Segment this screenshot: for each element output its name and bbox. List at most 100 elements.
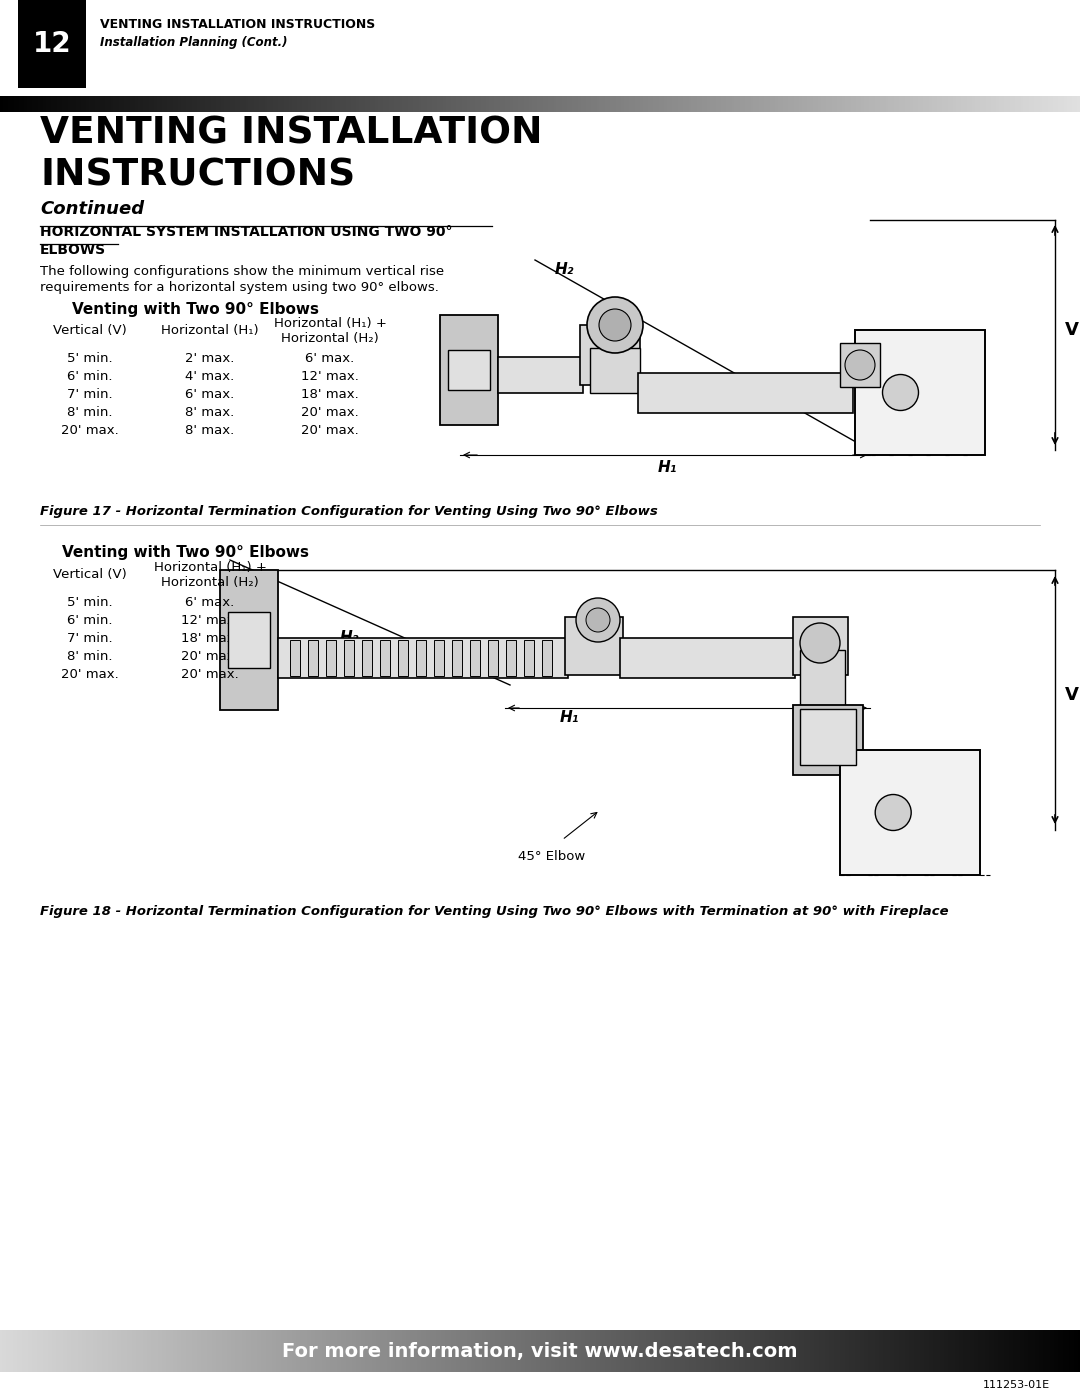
Bar: [203, 1330, 206, 1372]
Bar: [197, 1330, 200, 1372]
Bar: [683, 1330, 686, 1372]
Bar: [805, 96, 808, 112]
Bar: [786, 1330, 789, 1372]
Bar: [194, 1330, 198, 1372]
Bar: [362, 640, 372, 676]
Bar: [499, 96, 503, 112]
Bar: [189, 96, 192, 112]
Bar: [1022, 1330, 1025, 1372]
Bar: [255, 1330, 258, 1372]
Bar: [950, 1330, 954, 1372]
Bar: [739, 1330, 742, 1372]
Bar: [291, 640, 300, 676]
Bar: [197, 96, 201, 112]
Bar: [665, 1330, 669, 1372]
Bar: [242, 1330, 245, 1372]
Bar: [121, 1330, 124, 1372]
Bar: [261, 1330, 265, 1372]
Bar: [251, 1330, 254, 1372]
Bar: [369, 96, 374, 112]
Bar: [680, 1330, 684, 1372]
Bar: [599, 96, 603, 112]
Bar: [285, 1330, 288, 1372]
Bar: [274, 1330, 278, 1372]
Bar: [181, 1330, 185, 1372]
Bar: [1017, 1330, 1021, 1372]
Bar: [531, 1330, 535, 1372]
Bar: [1030, 1330, 1034, 1372]
Bar: [192, 1330, 195, 1372]
Bar: [987, 1330, 990, 1372]
Bar: [343, 1330, 347, 1372]
Bar: [378, 96, 381, 112]
Bar: [700, 1330, 703, 1372]
Bar: [832, 96, 835, 112]
Bar: [920, 96, 924, 112]
Bar: [620, 638, 795, 678]
Bar: [948, 1330, 951, 1372]
Bar: [859, 96, 862, 112]
Bar: [127, 1330, 131, 1372]
Bar: [815, 96, 819, 112]
Bar: [686, 96, 689, 112]
Bar: [788, 1330, 792, 1372]
Bar: [564, 1330, 567, 1372]
Text: ELBOWS: ELBOWS: [40, 243, 106, 257]
Bar: [566, 1330, 569, 1372]
Bar: [146, 96, 149, 112]
Bar: [756, 1330, 759, 1372]
Bar: [691, 1330, 694, 1372]
Bar: [257, 96, 260, 112]
Bar: [825, 1330, 828, 1372]
Bar: [924, 1330, 928, 1372]
Bar: [565, 617, 623, 675]
Bar: [415, 1330, 418, 1372]
Bar: [1078, 1330, 1080, 1372]
Bar: [121, 96, 125, 112]
Bar: [17, 1330, 21, 1372]
Bar: [464, 1330, 468, 1372]
Bar: [869, 96, 873, 112]
Bar: [531, 96, 536, 112]
Bar: [232, 96, 235, 112]
Bar: [609, 1330, 612, 1372]
Bar: [173, 1330, 176, 1372]
Bar: [957, 1330, 960, 1372]
Bar: [794, 96, 797, 112]
Bar: [136, 1330, 139, 1372]
Bar: [337, 96, 341, 112]
Bar: [294, 96, 298, 112]
Bar: [238, 96, 241, 112]
Bar: [801, 96, 806, 112]
Bar: [659, 96, 662, 112]
Text: 5' min.: 5' min.: [67, 352, 112, 365]
Bar: [1058, 1330, 1062, 1372]
Bar: [406, 1330, 409, 1372]
Bar: [404, 1330, 407, 1372]
Bar: [511, 96, 514, 112]
Bar: [837, 96, 840, 112]
Bar: [400, 1330, 403, 1372]
Bar: [350, 1330, 353, 1372]
Bar: [253, 1330, 256, 1372]
Bar: [589, 96, 592, 112]
Bar: [57, 96, 60, 112]
Bar: [212, 1330, 215, 1372]
Bar: [119, 1330, 122, 1372]
Bar: [205, 96, 208, 112]
Bar: [145, 1330, 148, 1372]
Bar: [1004, 1330, 1008, 1372]
Bar: [737, 96, 741, 112]
Bar: [1037, 96, 1040, 112]
Bar: [1031, 96, 1035, 112]
Bar: [467, 1330, 470, 1372]
Bar: [937, 96, 941, 112]
Bar: [356, 96, 360, 112]
Bar: [935, 1330, 939, 1372]
Bar: [35, 96, 39, 112]
Bar: [65, 96, 68, 112]
Bar: [397, 1330, 401, 1372]
Bar: [594, 1330, 597, 1372]
Bar: [480, 1330, 483, 1372]
Bar: [138, 1330, 141, 1372]
